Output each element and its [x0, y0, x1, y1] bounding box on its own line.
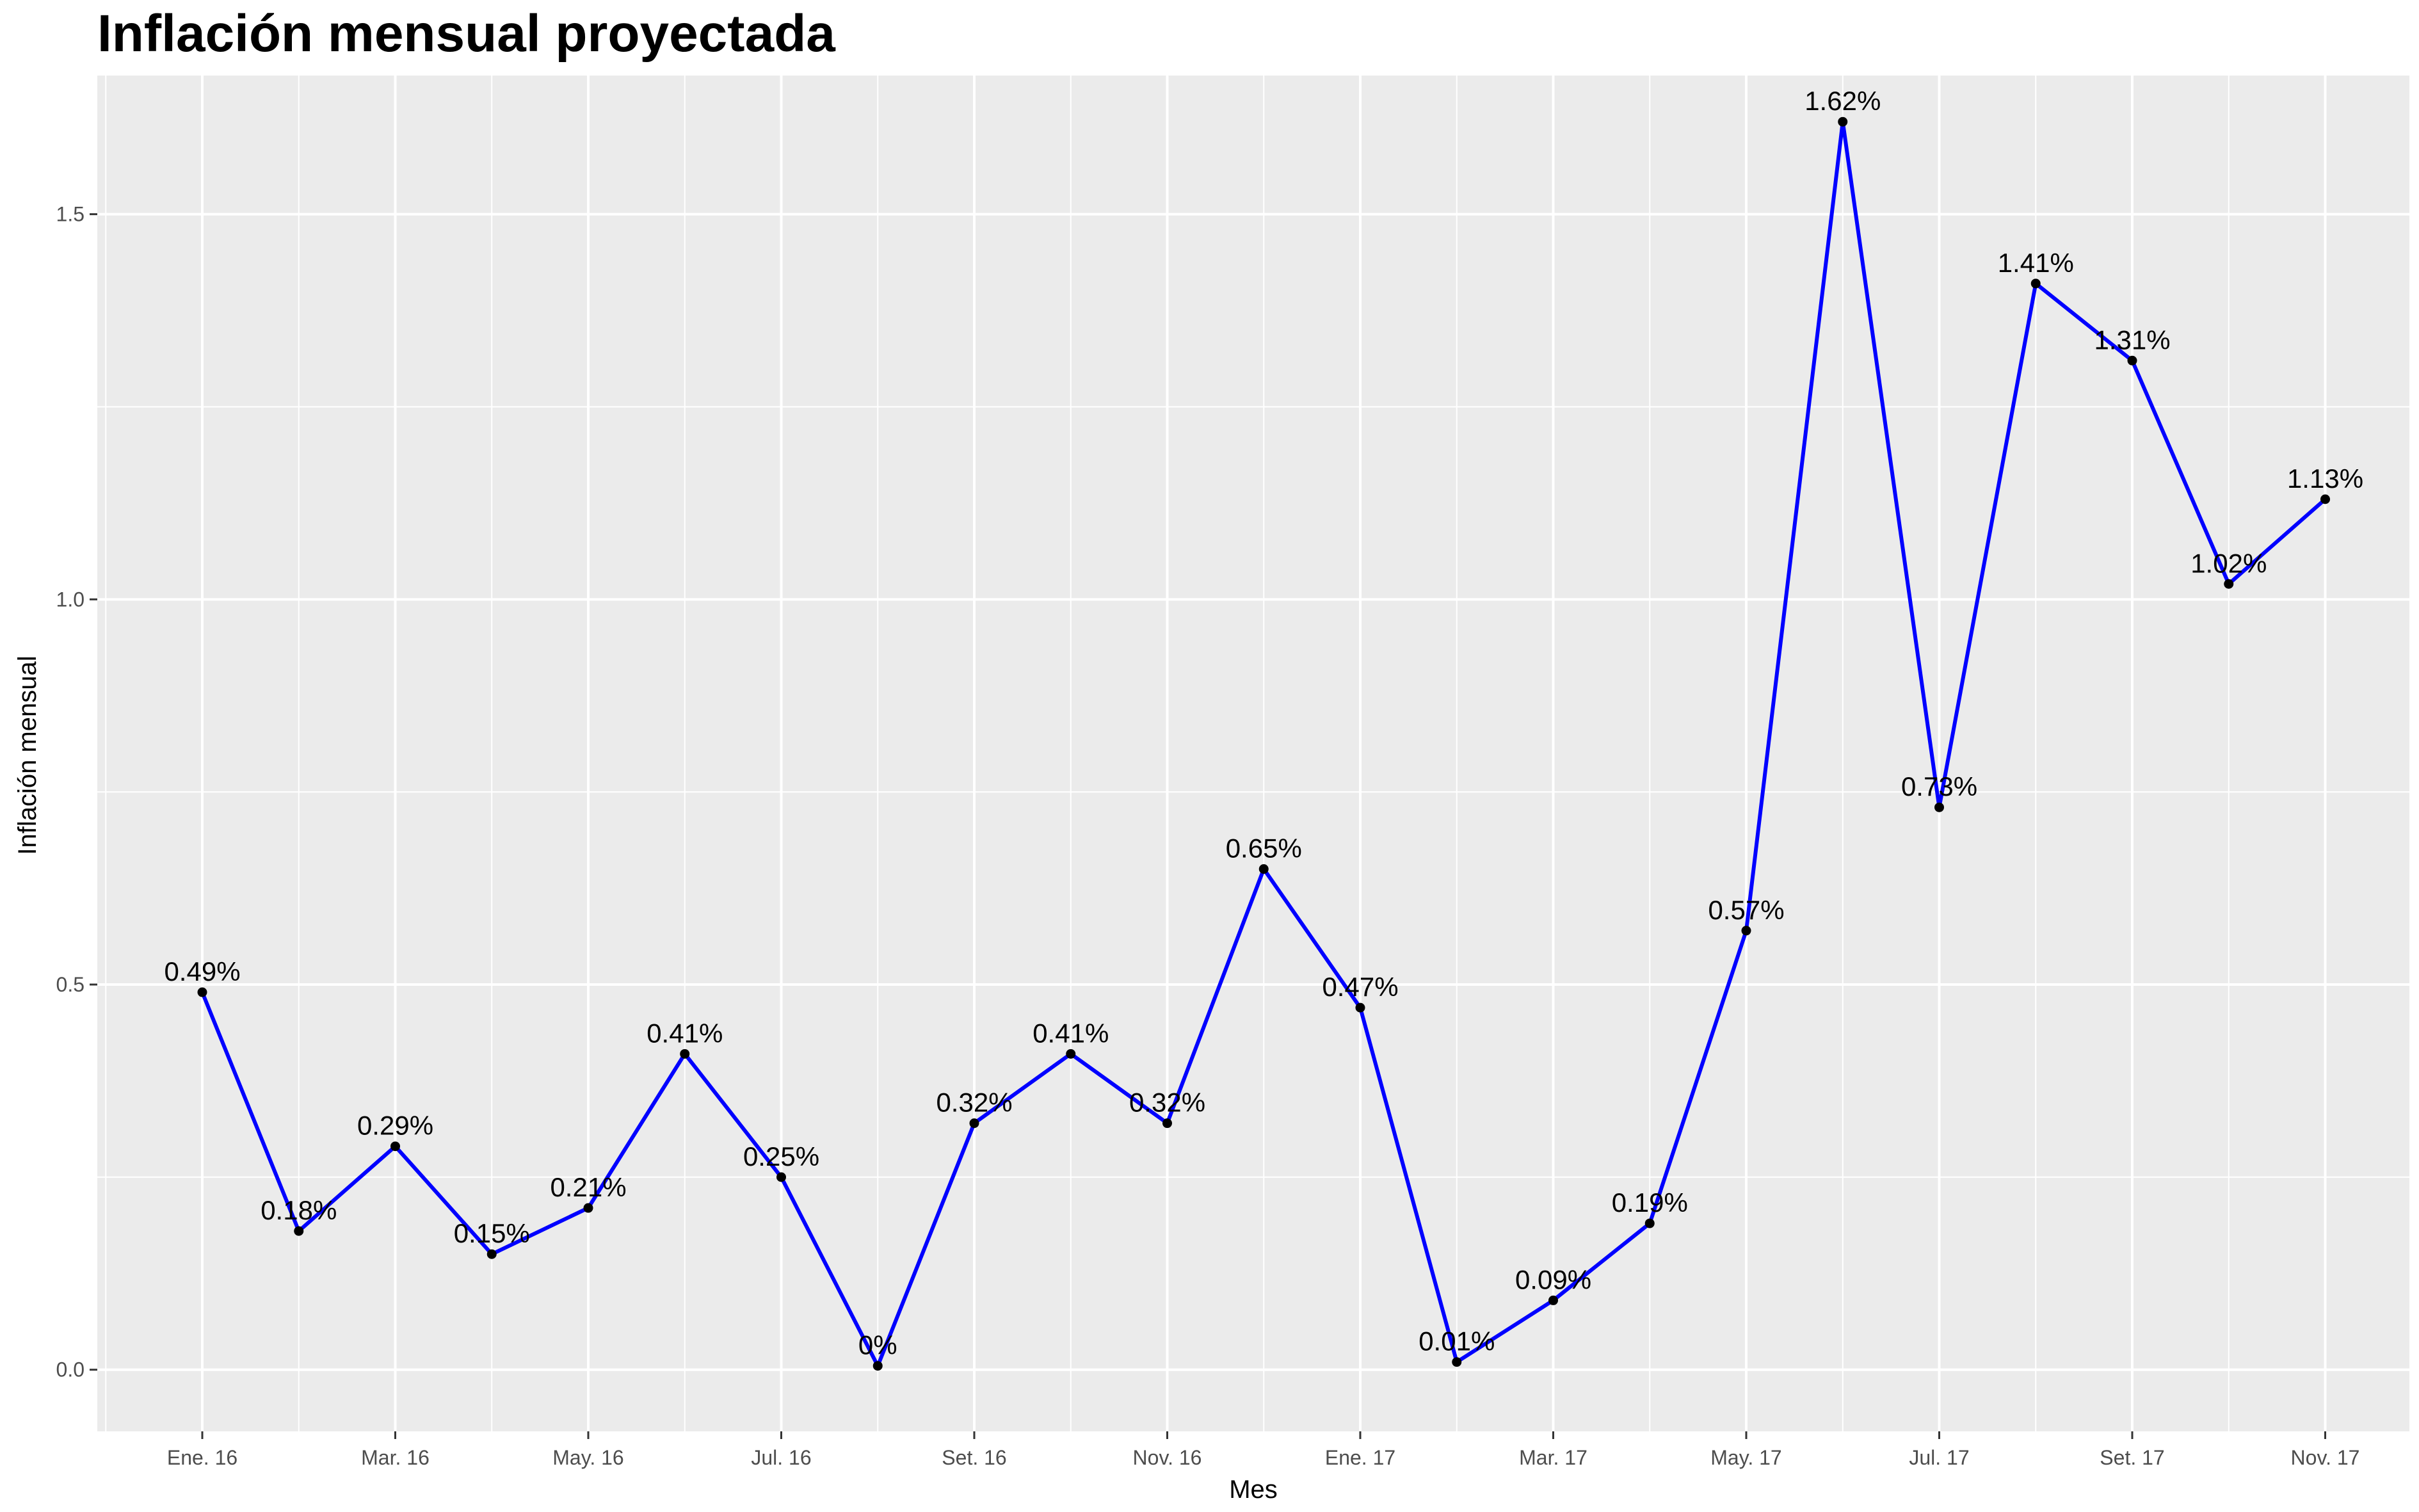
data-point — [2127, 355, 2137, 366]
x-tick-label: Jul. 17 — [1909, 1446, 1969, 1469]
data-point — [1838, 117, 1848, 127]
data-label: 0.29% — [357, 1111, 433, 1141]
plot-panel — [97, 76, 2409, 1431]
x-tick-label: Ene. 16 — [167, 1446, 237, 1469]
x-tick-label: Mar. 17 — [1519, 1446, 1587, 1469]
data-point — [1452, 1357, 1462, 1367]
data-point — [680, 1049, 690, 1059]
chart-title: Inflación mensual proyectada — [97, 4, 835, 63]
data-label: 0.47% — [1322, 972, 1398, 1002]
data-point — [390, 1141, 400, 1152]
x-tick-label: Ene. 17 — [1325, 1446, 1395, 1469]
grid-minor — [97, 76, 2409, 1431]
data-point — [486, 1249, 497, 1259]
data-point — [2030, 278, 2041, 289]
x-axis: Ene. 16 Mar. 16 May. 16 Jul. 16 Set. 16 Nov. … — [167, 1431, 2360, 1469]
data-point — [583, 1203, 593, 1213]
data-point — [294, 1226, 304, 1236]
data-point — [1741, 926, 1751, 936]
data-point — [1548, 1295, 1558, 1305]
data-label: 1.13% — [2287, 463, 2363, 494]
x-tick-label: Set. 16 — [942, 1446, 1006, 1469]
data-label: 0.57% — [1708, 895, 1784, 925]
x-tick-label: May. 17 — [1710, 1446, 1781, 1469]
data-label: 0.32% — [1129, 1088, 1205, 1118]
data-label: 0.18% — [261, 1195, 337, 1225]
y-axis: 0.0 0.5 1.0 1.5 — [56, 203, 97, 1381]
x-tick-label: May. 16 — [552, 1446, 623, 1469]
data-point — [197, 987, 207, 997]
points-group — [197, 117, 2330, 1371]
data-label: 0.41% — [1033, 1018, 1109, 1048]
data-label: 0.49% — [164, 956, 240, 986]
y-axis-title: Inflación mensual — [13, 655, 42, 855]
data-point — [1162, 1118, 1172, 1129]
data-label: 0.32% — [936, 1088, 1012, 1118]
x-tick-label: Set. 17 — [2100, 1446, 2164, 1469]
labels-group: 0.49% 0.18% 0.29% 0.15% 0.21% 0.41% 0.25% 0% 0.3… — [164, 86, 2363, 1360]
y-tick-label: 0.5 — [56, 973, 84, 996]
data-label: 1.62% — [1804, 86, 1881, 116]
grid-major — [97, 76, 2409, 1431]
data-label: 1.41% — [1998, 248, 2074, 278]
data-label: 0.65% — [1226, 833, 1302, 864]
x-tick-label: Nov. 17 — [2291, 1446, 2360, 1469]
x-tick-label: Jul. 16 — [751, 1446, 811, 1469]
data-point — [969, 1118, 979, 1129]
y-tick-label: 0.0 — [56, 1358, 84, 1381]
data-point — [776, 1172, 786, 1182]
x-tick-label: Nov. 16 — [1133, 1446, 1202, 1469]
data-point — [1258, 864, 1269, 874]
y-tick-label: 1.5 — [56, 203, 84, 226]
data-point — [1066, 1049, 1076, 1059]
data-label: 0.21% — [550, 1172, 626, 1202]
data-point — [1934, 802, 1944, 812]
data-label: 0.09% — [1515, 1264, 1591, 1294]
data-point — [872, 1361, 883, 1371]
data-point — [1355, 1002, 1365, 1013]
data-label: 0.41% — [647, 1018, 723, 1048]
data-label: 0.19% — [1612, 1187, 1688, 1218]
y-tick-label: 1.0 — [56, 588, 84, 611]
x-tick-label: Mar. 16 — [361, 1446, 430, 1469]
data-label: 1.02% — [2190, 548, 2267, 578]
data-label: 0.25% — [743, 1141, 819, 1171]
data-label: 1.31% — [2094, 325, 2170, 355]
data-label: 0.01% — [1418, 1326, 1495, 1356]
data-point — [2320, 494, 2330, 504]
x-axis-title: Mes — [1229, 1476, 1278, 1504]
data-label: 0% — [858, 1330, 897, 1360]
data-label: 0.15% — [454, 1218, 530, 1248]
data-label: 0.73% — [1901, 771, 1977, 801]
data-point — [1644, 1218, 1655, 1228]
data-point — [2224, 579, 2234, 589]
